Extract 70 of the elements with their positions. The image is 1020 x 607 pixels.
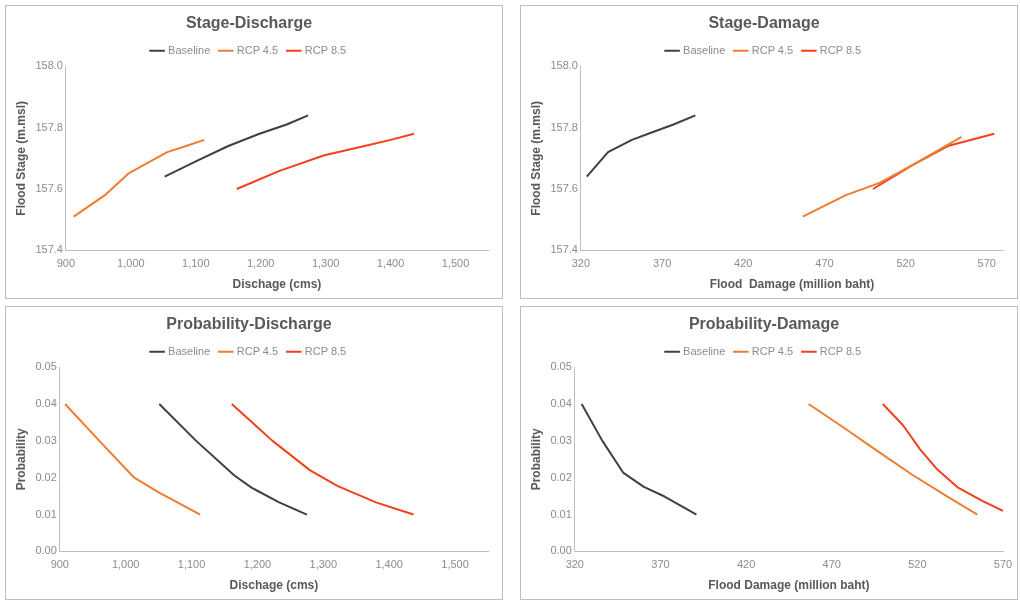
x-tick-label: 1,500	[441, 558, 469, 571]
chart-title: Stage-Discharge	[185, 14, 313, 32]
x-tick-label: 370	[652, 257, 672, 270]
x-tick-label: 900	[56, 257, 76, 270]
x-tick-label: 900	[50, 558, 69, 571]
y-tick-label: 0.05	[550, 360, 572, 373]
y-tick-label: 0.03	[550, 433, 572, 446]
chart-title: Probability-Damage	[688, 315, 840, 333]
y-axis-title: Flood Stage (m.msl)	[528, 100, 543, 216]
y-tick-label: 0.05	[35, 360, 57, 373]
legend-label: Baseline	[683, 43, 726, 56]
legend-label: Baseline	[168, 344, 211, 357]
x-tick-label: 1,300	[309, 558, 338, 571]
x-tick-label: 420	[736, 558, 756, 571]
legend-label: Baseline	[683, 344, 726, 357]
y-axis-title: Probability	[13, 427, 28, 491]
x-tick-label: 1,400	[375, 558, 403, 571]
x-tick-label: 420	[734, 257, 753, 270]
y-tick-label: 0.04	[35, 397, 57, 410]
y-tick-label: 0.01	[550, 507, 572, 520]
legend-label: RCP 8.5	[304, 43, 347, 56]
x-axis-title: Dischage (cms)	[229, 578, 319, 593]
x-tick-label: 1,200	[243, 558, 272, 571]
legend-label: Baseline	[168, 43, 211, 56]
x-axis-title: Flood Damage (million baht)	[709, 277, 875, 292]
y-tick-label: 0.00	[550, 544, 572, 557]
x-tick-label: 320	[565, 558, 584, 571]
y-tick-label: 0.01	[35, 507, 57, 520]
y-tick-label: 157.4	[550, 243, 578, 256]
legend-label: RCP 4.5	[751, 43, 794, 56]
x-tick-label: 1,100	[182, 257, 210, 270]
y-axis-title: Flood Stage (m.msl)	[13, 100, 28, 216]
x-tick-label: 470	[822, 558, 841, 571]
x-tick-label: 570	[993, 558, 1013, 571]
y-tick-label: 0.03	[35, 433, 57, 446]
legend-label: RCP 4.5	[236, 43, 279, 56]
legend-label: RCP 8.5	[819, 43, 862, 56]
x-tick-label: 520	[908, 558, 927, 571]
x-axis-title: Flood Damage (million baht)	[708, 578, 870, 593]
legend-label: RCP 8.5	[304, 344, 347, 357]
x-tick-label: 470	[815, 257, 834, 270]
x-tick-label: 1,100	[177, 558, 206, 571]
y-tick-label: 157.8	[550, 120, 578, 133]
chart-title: Probability-Discharge	[166, 315, 332, 333]
x-tick-label: 1,500	[441, 257, 470, 270]
y-tick-label: 0.04	[550, 397, 572, 410]
y-axis-title: Probability	[528, 427, 543, 491]
x-tick-label: 1,000	[111, 558, 140, 571]
x-tick-label: 320	[571, 257, 591, 270]
x-tick-label: 1,400	[376, 257, 405, 270]
x-tick-label: 570	[977, 257, 996, 270]
x-tick-label: 1,000	[117, 257, 145, 270]
y-tick-label: 157.6	[35, 182, 63, 195]
legend-label: RCP 4.5	[236, 344, 279, 357]
y-tick-label: 0.00	[35, 544, 57, 557]
chart-title: Stage-Damage	[708, 14, 820, 32]
y-tick-label: 0.02	[35, 470, 57, 483]
x-tick-label: 520	[896, 257, 915, 270]
y-tick-label: 157.4	[35, 243, 63, 256]
x-tick-label: 370	[651, 558, 670, 571]
y-tick-label: 157.6	[550, 182, 578, 195]
x-axis-title: Dischage (cms)	[232, 277, 322, 292]
y-tick-label: 0.02	[550, 470, 572, 483]
x-tick-label: 1,200	[246, 257, 275, 270]
y-tick-label: 157.8	[35, 120, 63, 133]
legend-label: RCP 4.5	[751, 344, 794, 357]
x-tick-label: 1,300	[311, 257, 340, 270]
legend-label: RCP 8.5	[819, 344, 862, 357]
y-tick-label: 158.0	[35, 59, 63, 72]
y-tick-label: 158.0	[550, 59, 578, 72]
